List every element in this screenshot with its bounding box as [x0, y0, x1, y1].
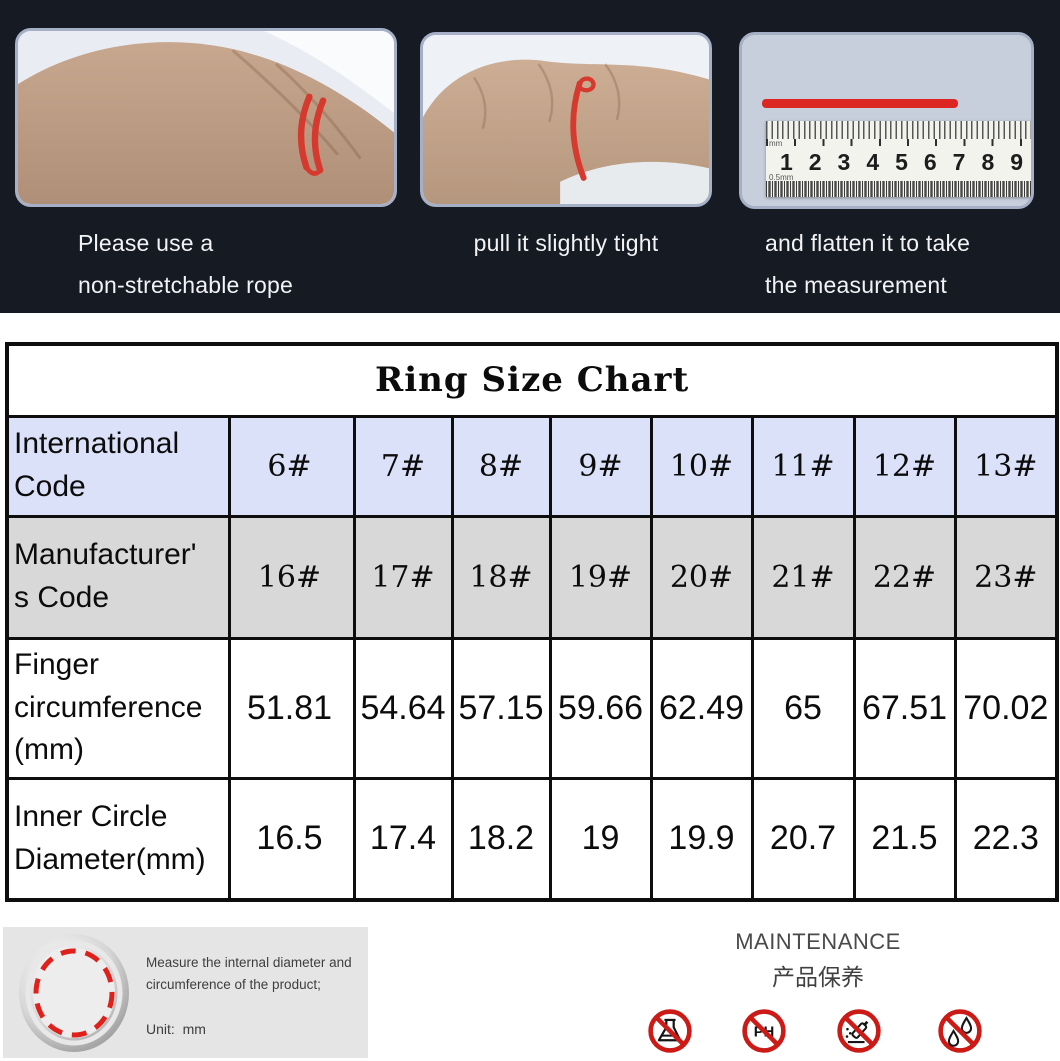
ring-size-table: Ring Size Chart International Code 6# 7#… [5, 342, 1060, 902]
no-spray-icon [835, 1007, 883, 1055]
table-cell: 67.51 [852, 636, 957, 780]
table-cell: 17.4 [352, 776, 454, 902]
step-caption-3: and flatten it to take the measurement [765, 230, 971, 298]
measure-info-box: Measure the internal diameter and circum… [3, 927, 368, 1058]
table-cell: 22# [852, 514, 957, 640]
step-photo-ruler: mm 1 2 3 4 5 6 7 8 9 0.5mm [739, 32, 1034, 209]
table-cell: 19.9 [649, 776, 754, 902]
table-cell: 11# [750, 414, 856, 518]
table-cell: 19 [548, 776, 653, 902]
no-chemicals-icon [646, 1007, 694, 1055]
table-cell: 17# [352, 514, 454, 640]
row-label: International Code [5, 414, 231, 518]
maintenance-icons: PH [618, 1007, 1018, 1057]
ruler-halfmm-label: 0.5mm [769, 173, 794, 182]
table-cell: 9# [548, 414, 653, 518]
ruler-number: 2 [808, 148, 822, 175]
table-row-finger-circumference: Finger circumference (mm) 51.81 54.64 57… [5, 636, 1059, 780]
unit-note: Unit: mm [146, 1021, 206, 1037]
ruler-number: 5 [895, 148, 908, 175]
flattened-rope [762, 99, 958, 108]
ruler-unit-label: mm [769, 139, 783, 148]
table-cell: 23# [953, 514, 1059, 640]
ruler-bottom-hatch [766, 181, 1031, 197]
table-cell: 22.3 [953, 776, 1059, 902]
maintenance-title: MAINTENANCE [735, 929, 901, 954]
table-cell: 62.49 [649, 636, 754, 780]
measuring-guide-strip: mm 1 2 3 4 5 6 7 8 9 0.5mm Please use a … [0, 0, 1060, 313]
maintenance-block: MAINTENANCE 产品保养 [618, 929, 1018, 992]
ruler-number: 9 [1010, 148, 1024, 175]
no-ph-icon: PH [740, 1007, 788, 1055]
table-cell: 10# [649, 414, 754, 518]
table-cell: 20# [649, 514, 754, 640]
ruler-fine-ticks [766, 121, 1031, 139]
ring-diagram [13, 930, 135, 1061]
no-water-icon [936, 1007, 984, 1055]
table-cell: 54.64 [352, 636, 454, 780]
table-cell: 8# [450, 414, 552, 518]
table-cell: 65 [750, 636, 856, 780]
table-row-international-code: International Code 6# 7# 8# 9# 10# 11# 1… [5, 414, 1059, 518]
table-cell: 20.7 [750, 776, 856, 902]
table-cell: 21# [750, 514, 856, 640]
row-label: Inner Circle Diameter(mm) [5, 776, 231, 902]
row-label: Manufacturer' s Code [5, 514, 231, 640]
step-photo-rope-pulled [420, 32, 712, 207]
ruler-number: 6 [923, 148, 937, 175]
ruler-cm-ticks [766, 139, 1031, 146]
measure-note: Measure the internal diameter and circum… [146, 955, 352, 992]
table-cell: 19# [548, 514, 653, 640]
hand-pulling-rope-illustration [423, 35, 709, 204]
table-cell: 7# [352, 414, 454, 518]
table-cell: 59.66 [548, 636, 653, 780]
table-cell: 70.02 [953, 636, 1059, 780]
table-cell: 16.5 [227, 776, 356, 902]
step-photo-rope-on-finger [15, 28, 397, 207]
table-row-manufacturer-code: Manufacturer' s Code 16# 17# 18# 19# 20#… [5, 514, 1059, 640]
ruler: mm 1 2 3 4 5 6 7 8 9 0.5mm [766, 121, 1031, 197]
ruler-number: 1 [779, 148, 793, 175]
table-cell: 16# [227, 514, 356, 640]
step-caption-2: pull it slightly tight [473, 230, 659, 256]
table-title: Ring Size Chart [5, 342, 1059, 418]
ring-diameter-icon [19, 934, 129, 1052]
table-cell: 18.2 [450, 776, 552, 902]
ruler-number: 8 [981, 148, 995, 175]
table-title-row: Ring Size Chart [5, 342, 1059, 418]
table-cell: 18# [450, 514, 552, 640]
ruler-numbers: 1 2 3 4 5 6 7 8 9 [766, 146, 1031, 178]
ruler-number: 7 [952, 148, 966, 175]
table-cell: 6# [227, 414, 356, 518]
hand-with-rope-illustration [18, 31, 394, 204]
table-cell: 51.81 [227, 636, 356, 780]
ruler-number: 4 [866, 148, 880, 175]
maintenance-subtitle: 产品保养 [772, 964, 864, 990]
table-row-inner-diameter: Inner Circle Diameter(mm) 16.5 17.4 18.2… [5, 776, 1059, 902]
ruler-number: 3 [837, 148, 851, 175]
step-caption-1: Please use a non-stretchable rope [78, 230, 293, 298]
row-label: Finger circumference (mm) [5, 636, 231, 780]
table-cell: 21.5 [852, 776, 957, 902]
table-cell: 13# [953, 414, 1059, 518]
table-cell: 57.15 [450, 636, 552, 780]
ring-size-chart: Ring Size Chart International Code 6# 7#… [5, 342, 1060, 902]
table-cell: 12# [852, 414, 957, 518]
